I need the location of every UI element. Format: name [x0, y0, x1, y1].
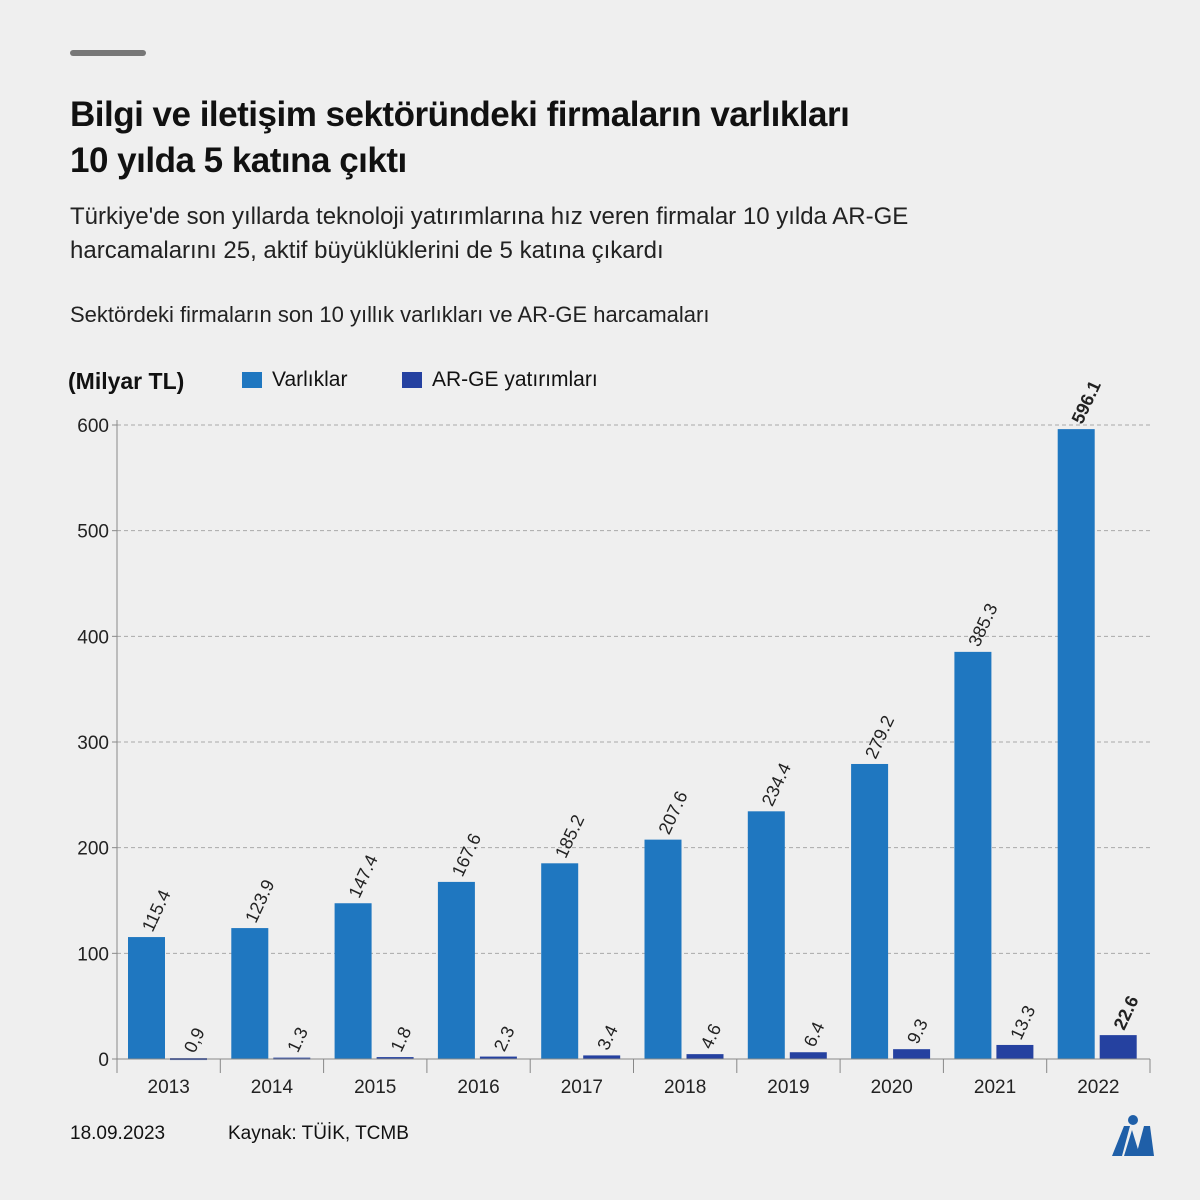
data-label: 2.3: [490, 1023, 519, 1054]
y-tick-label: 500: [77, 522, 109, 543]
data-label: 123.9: [241, 876, 278, 925]
data-label: 13.3: [1006, 1002, 1039, 1042]
x-tick-label: 2021: [974, 1077, 1016, 1098]
bar-varliklar: [437, 881, 475, 1059]
date: 18.09.2023: [70, 1123, 166, 1144]
decorative-bar: [70, 50, 146, 56]
bar-varliklar: [644, 839, 682, 1059]
bar-arge: [376, 1057, 414, 1060]
bar-varliklar: [954, 651, 992, 1059]
legend-swatch: [402, 372, 422, 388]
bar-varliklar: [747, 811, 785, 1059]
title-line-1: Bilgi ve iletişim sektöründeki firmaları…: [70, 95, 850, 134]
x-tick-label: 2015: [354, 1077, 396, 1098]
data-label: 115.4: [138, 887, 175, 935]
title-line-2: 10 yılda 5 katına çıktı: [70, 141, 407, 180]
data-label: 385.3: [964, 600, 1001, 649]
x-tick-label: 2013: [148, 1077, 190, 1098]
source: Kaynak: TÜİK, TCMB: [228, 1123, 409, 1144]
data-label: 234.4: [758, 760, 795, 809]
bar-arge: [583, 1055, 621, 1059]
data-label: 167.6: [448, 830, 485, 879]
x-tick-label: 2017: [561, 1077, 603, 1098]
data-label: 279.2: [861, 712, 898, 761]
bar-varliklar: [334, 903, 372, 1059]
subtitle-line-1: Türkiye'de son yıllarda teknoloji yatırı…: [70, 203, 909, 230]
aa-logo-icon: [1112, 1115, 1154, 1156]
data-label: 9.3: [903, 1016, 932, 1047]
y-tick-label: 100: [77, 944, 109, 965]
legend-swatch: [242, 372, 262, 388]
bar-arge: [996, 1044, 1034, 1059]
subtitle: Türkiye'de son yıllarda teknoloji yatırı…: [70, 200, 908, 268]
y-tick-label: 400: [77, 627, 109, 648]
bar-varliklar: [231, 928, 269, 1059]
legend-label: AR-GE yatırımları: [432, 368, 598, 391]
data-label: 4.6: [696, 1021, 725, 1052]
x-tick-label: 2014: [251, 1077, 294, 1098]
x-tick-label: 2022: [1077, 1077, 1119, 1098]
legend-item-arge: AR-GE yatırımları: [402, 368, 598, 392]
bar-arge: [479, 1056, 517, 1059]
data-label: 1.8: [387, 1024, 416, 1055]
data-label: 207.6: [654, 788, 691, 837]
y-axis-unit: (Milyar TL): [68, 368, 185, 394]
bar-arge: [1099, 1035, 1137, 1059]
data-label: 3.4: [593, 1022, 622, 1053]
bar-arge: [893, 1049, 931, 1059]
subtitle-line-2: harcamalarını 25, aktif büyüklüklerini d…: [70, 237, 664, 264]
x-tick-label: 2019: [767, 1077, 809, 1098]
y-tick-label: 0: [98, 1050, 109, 1071]
y-tick-label: 200: [77, 839, 109, 860]
chart-caption: Sektördeki firmaların son 10 yıllık varl…: [70, 302, 710, 327]
data-label: 596.1: [1068, 378, 1105, 427]
data-label: 185.2: [551, 812, 588, 861]
data-label: 22.6: [1110, 993, 1143, 1033]
legend-label: Varlıklar: [272, 368, 348, 391]
x-tick-label: 2020: [871, 1077, 913, 1098]
page-title: Bilgi ve iletişim sektöründeki firmaları…: [70, 92, 850, 184]
bar-varliklar: [1057, 429, 1095, 1060]
data-label: 1.3: [283, 1024, 312, 1055]
x-tick-label: 2018: [664, 1077, 706, 1098]
data-label: 0,9: [180, 1025, 209, 1056]
data-label: 147.4: [345, 852, 382, 901]
bar-arge: [789, 1052, 827, 1059]
bar-varliklar: [541, 863, 579, 1059]
legend-item-varliklar: Varlıklar: [242, 368, 347, 392]
x-tick-label: 2016: [457, 1077, 499, 1098]
y-tick-label: 300: [77, 733, 109, 754]
data-label: 6.4: [800, 1019, 829, 1050]
bar-varliklar: [851, 763, 889, 1059]
bar-varliklar: [128, 937, 165, 1059]
y-tick-label: 600: [77, 416, 109, 437]
bar-arge: [686, 1054, 724, 1059]
